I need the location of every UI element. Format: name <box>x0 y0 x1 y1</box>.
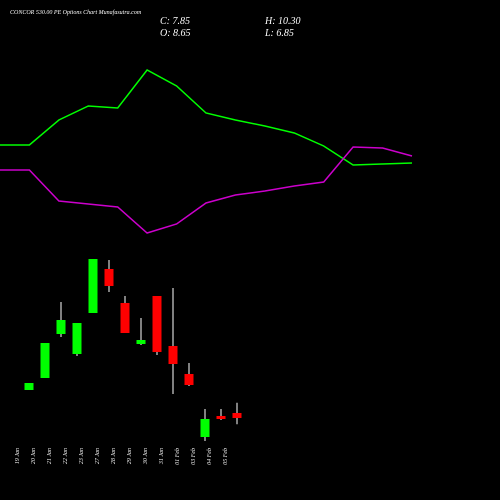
candle-body <box>88 259 98 313</box>
candle-body <box>200 419 210 437</box>
candle-body <box>40 343 50 378</box>
candle-body <box>24 383 34 390</box>
x-tick-label: 28 Jan <box>111 448 117 464</box>
candle-body <box>232 413 242 418</box>
x-tick-label: 20 Jan <box>31 448 37 464</box>
x-tick-label: 05 Feb <box>223 448 229 465</box>
candle-body <box>56 320 66 334</box>
ohlc-label: O: 8.65 <box>160 28 191 39</box>
ohlc-label: H: 10.30 <box>264 16 301 27</box>
x-tick-label: 01 Feb <box>175 448 181 465</box>
x-tick-label: 29 Jan <box>127 448 133 464</box>
indicator-line <box>0 146 413 234</box>
x-tick-label: 30 Jan <box>143 448 149 465</box>
candle-body <box>120 303 130 333</box>
candle-body <box>152 296 162 352</box>
candle-body <box>104 269 114 286</box>
x-tick-label: 23 Jan <box>79 448 85 464</box>
x-tick-label: 31 Jan <box>159 448 165 465</box>
candle-body <box>136 340 146 344</box>
candle-body <box>168 346 178 364</box>
ohlc-label: C: 7.85 <box>160 16 190 27</box>
x-tick-label: 04 Feb <box>206 448 213 465</box>
chart-title: CONCOR 530.00 PE Options Chart Munafasut… <box>10 9 142 16</box>
x-tick-label: 03 Feb <box>191 448 197 465</box>
x-tick-label: 21 Jan <box>47 448 53 464</box>
candle-body <box>216 416 226 419</box>
x-tick-label: 19 Jan <box>15 448 21 464</box>
x-tick-label: 22 Jan <box>63 448 69 464</box>
x-tick-label: 27 Jan <box>95 448 101 464</box>
candle-body <box>72 323 82 354</box>
candle-body <box>184 374 194 385</box>
ohlc-label: L: 6.85 <box>264 28 294 39</box>
